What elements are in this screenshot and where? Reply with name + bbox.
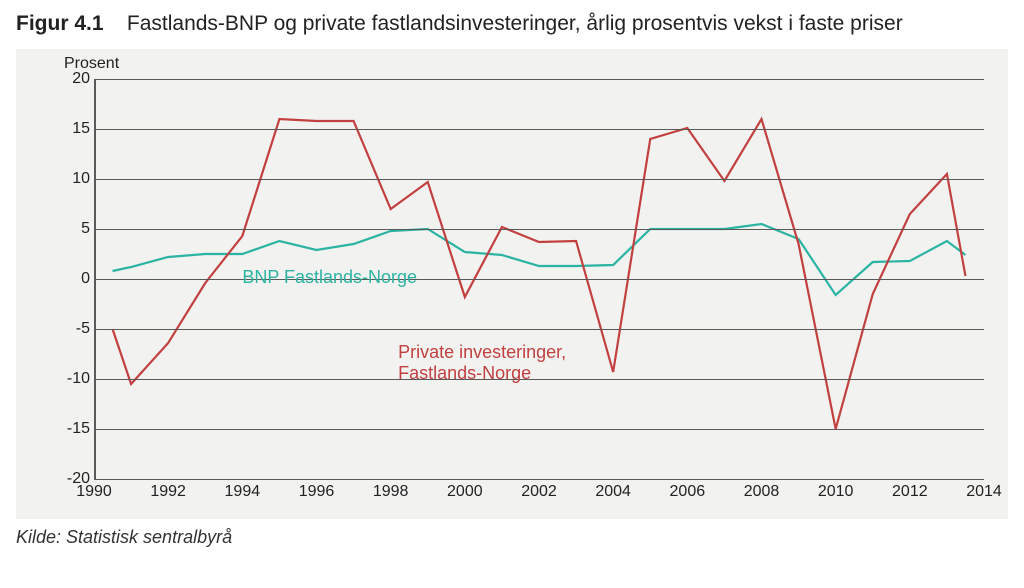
series-line-bnp [113, 224, 966, 295]
x-tick-label: 2004 [595, 483, 631, 501]
figure-source: Kilde: Statistisk sentralbyrå [0, 519, 1024, 548]
gridline [94, 129, 984, 130]
figure-title: Figur 4.1 Fastlands-BNP og private fastl… [0, 0, 1024, 43]
x-tick-label: 2006 [670, 483, 706, 501]
x-tick-label: 2000 [447, 483, 483, 501]
y-tick-label: 10 [50, 170, 90, 188]
gridline [94, 429, 984, 430]
y-tick-label: 20 [50, 70, 90, 88]
x-tick-label: 1994 [225, 483, 261, 501]
x-tick-label: 2014 [966, 483, 1002, 501]
y-tick-label: 15 [50, 120, 90, 138]
gridline [94, 279, 984, 280]
x-tick-label: 1992 [150, 483, 186, 501]
x-tick-label: 1990 [76, 483, 112, 501]
x-tick-label: 2010 [818, 483, 854, 501]
y-tick-label: 5 [50, 220, 90, 238]
figure-number: Figur 4.1 [16, 12, 104, 35]
plot-region: BNP Fastlands-Norge Private investeringer… [94, 79, 984, 479]
gridline [94, 179, 984, 180]
x-tick-label: 1998 [373, 483, 409, 501]
series-label-priv: Private investeringer, Fastlands-Norge [398, 342, 566, 383]
gridline [94, 79, 984, 80]
y-tick-label: -15 [50, 420, 90, 438]
y-tick-label: -10 [50, 370, 90, 388]
gridline [94, 479, 984, 480]
y-tick-label: -5 [50, 320, 90, 338]
x-tick-label: 2012 [892, 483, 928, 501]
gridline [94, 229, 984, 230]
x-tick-label: 2008 [744, 483, 780, 501]
x-tick-label: 2002 [521, 483, 557, 501]
series-label-bnp: BNP Fastlands-Norge [242, 267, 417, 288]
figure-title-text: Fastlands-BNP og private fastlandsinvest… [127, 12, 903, 35]
y-tick-label: 0 [50, 270, 90, 288]
x-tick-label: 1996 [299, 483, 335, 501]
gridline [94, 329, 984, 330]
chart-area: Prosent BNP Fastlands-NorgePrivate inves… [16, 49, 1008, 519]
